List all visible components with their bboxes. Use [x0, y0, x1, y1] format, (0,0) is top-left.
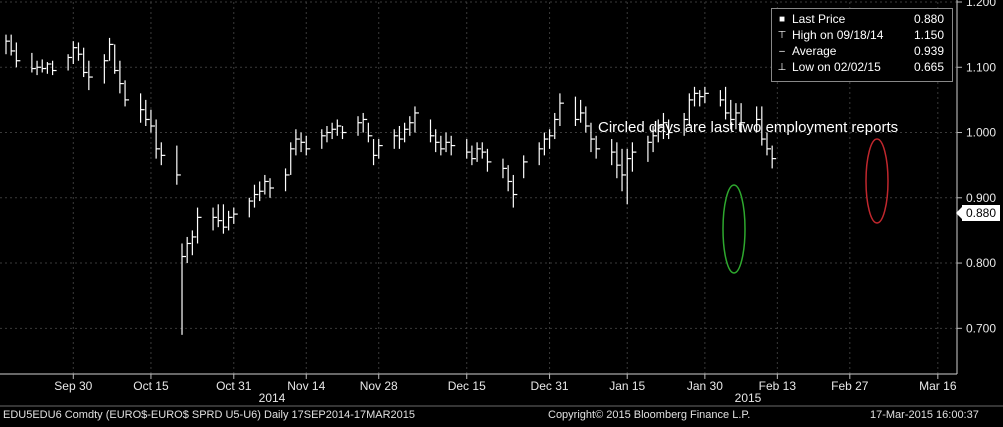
last-price-icon: ■	[778, 14, 786, 25]
footer-security-description: EDU5EDU6 Comdty (EURO$-EURO$ SPRD U5-U6)…	[3, 409, 416, 421]
y-tick-label: 0.800	[966, 256, 996, 270]
y-tick-label: 0.900	[966, 191, 996, 205]
legend-item-low: ⊥ Low on 02/02/15 0.665	[776, 60, 948, 76]
legend-label: Low on 02/02/15	[792, 60, 881, 74]
legend-value: 1.150	[913, 28, 944, 42]
legend-label: Average	[792, 44, 837, 58]
annotation-text: Circled days are last two employment rep…	[598, 119, 898, 136]
legend-value: 0.665	[913, 60, 944, 74]
legend-item-last-price: ■ Last Price 0.880	[776, 12, 948, 28]
legend-item-average: – Average 0.939	[776, 44, 948, 60]
y-tick-label: 1.100	[966, 60, 996, 74]
x-tick-label: Nov 28	[360, 379, 398, 393]
x-tick-label: Mar 16	[919, 379, 957, 393]
x-tick-label: Jan 30	[687, 379, 723, 393]
legend-label: High on 09/18/14	[792, 28, 884, 42]
x-tick-label: Feb 13	[759, 379, 797, 393]
y-tick-label: 1.000	[966, 126, 996, 140]
x-tick-label: Sep 30	[54, 379, 92, 393]
x-tick-label: Jan 15	[609, 379, 645, 393]
x-tick-label: Dec 15	[448, 379, 486, 393]
y-tick-label: 0.700	[966, 321, 996, 335]
high-marker-icon: ⊤	[777, 30, 787, 41]
employment-report-circle-mar	[865, 138, 889, 224]
year-label-2014: 2014	[259, 391, 286, 405]
legend: ■ Last Price 0.880 ⊤ High on 09/18/14 1.…	[771, 8, 953, 82]
y-tick-label: 1.200	[966, 0, 996, 9]
employment-report-circle-feb	[722, 184, 746, 274]
legend-item-high: ⊤ High on 09/18/14 1.150	[776, 28, 948, 44]
footer-copyright: Copyright© 2015 Bloomberg Finance L.P.	[548, 409, 751, 421]
axis-layer	[0, 0, 1003, 407]
last-price-badge: 0.880	[956, 205, 1000, 221]
x-tick-label: Nov 14	[287, 379, 325, 393]
circles-layer	[722, 138, 889, 274]
x-tick-label: Oct 31	[216, 379, 252, 393]
x-tick-label: Dec 31	[531, 379, 569, 393]
legend-value: 0.880	[913, 12, 944, 26]
low-marker-icon: ⊥	[777, 62, 787, 73]
x-tick-label: Feb 27	[831, 379, 869, 393]
footer-timestamp: 17-Mar-2015 16:00:37	[870, 409, 979, 421]
legend-label: Last Price	[792, 12, 846, 26]
x-axis: Sep 30 Oct 15 Oct 31 Nov 14 Nov 28 Dec 15 Dec …	[54, 374, 957, 393]
average-marker-icon: –	[779, 46, 785, 57]
legend-value: 0.939	[913, 44, 944, 58]
bars-layer	[5, 34, 777, 335]
y-axis: 0.700 0.800 0.900 1.000 1.100 1.200	[957, 0, 996, 335]
year-label-2015: 2015	[735, 391, 762, 405]
x-tick-label: Oct 15	[133, 379, 169, 393]
